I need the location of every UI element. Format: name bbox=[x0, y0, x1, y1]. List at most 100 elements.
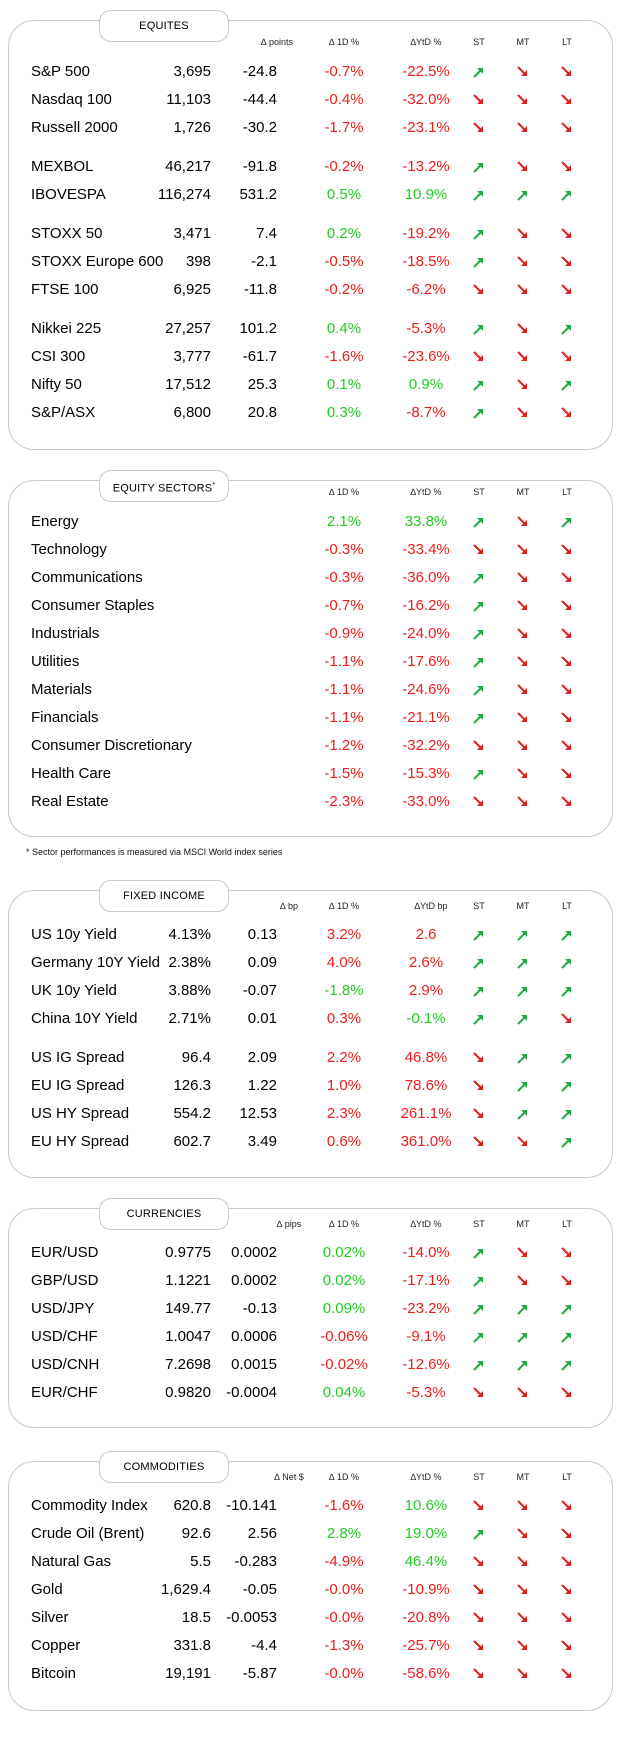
arrow-down-right-icon-mt bbox=[517, 351, 527, 361]
trend-mt bbox=[516, 1298, 530, 1323]
col-header-change: ∆ Net $ bbox=[274, 1472, 304, 1482]
trend-st bbox=[472, 1382, 486, 1407]
trend-mt bbox=[516, 952, 530, 977]
table-row: UK 10y Yield 3.88% -0.07 -1.8% 2.9% bbox=[9, 980, 612, 1002]
col-header-1d: ∆ 1D % bbox=[328, 1219, 359, 1229]
level-value: 116,274 bbox=[157, 186, 211, 203]
col-header-mt: MT bbox=[516, 487, 530, 497]
table-row: FTSE 100 6,925 -11.8 -0.2% -6.2% bbox=[9, 279, 612, 301]
arrow-down-right-icon-mt bbox=[517, 1584, 527, 1594]
arrow-up-right-icon-st bbox=[473, 68, 483, 78]
col-header-lt: LT bbox=[562, 487, 572, 497]
col-header-1d: ∆ 1D % bbox=[328, 487, 359, 497]
level-value: 19,191 bbox=[165, 1665, 211, 1682]
trend-st bbox=[472, 223, 486, 248]
ytd-change: -5.3% bbox=[406, 1384, 446, 1401]
trend-lt bbox=[560, 1270, 574, 1295]
one-day-change: 2.2% bbox=[326, 1049, 362, 1066]
arrow-down-right-icon-lt bbox=[561, 1528, 571, 1538]
one-day-change: -0.7% bbox=[324, 63, 364, 80]
ytd-change: 261.1% bbox=[400, 1105, 452, 1122]
ytd-change: -14.0% bbox=[402, 1244, 450, 1261]
trend-mt bbox=[516, 1495, 530, 1520]
level-value: 4.13% bbox=[168, 926, 211, 943]
trend-st bbox=[472, 1298, 486, 1323]
change-value: 0.0006 bbox=[231, 1328, 277, 1345]
instrument-name: IBOVESPA bbox=[31, 186, 106, 203]
arrow-down-right-icon-st bbox=[473, 1387, 483, 1397]
equity-sectors-panel: EQUITY SECTORS* ∆ 1D % ∆YtD % ST MT LT E… bbox=[8, 470, 613, 837]
trend-st bbox=[472, 1523, 486, 1548]
table-row: Consumer Staples -0.7% -16.2% bbox=[9, 595, 612, 617]
arrow-down-right-icon-mt bbox=[517, 572, 527, 582]
table-row: Technology -0.3% -33.4% bbox=[9, 539, 612, 561]
arrow-up-right-icon-st bbox=[473, 931, 483, 941]
arrow-down-right-icon-mt bbox=[517, 1136, 527, 1146]
one-day-change: 4.0% bbox=[326, 954, 362, 971]
table-row: CSI 300 3,777 -61.7 -1.6% -23.6% bbox=[9, 346, 612, 368]
arrow-up-right-icon-mt bbox=[517, 1110, 527, 1120]
ytd-change: -23.6% bbox=[402, 348, 450, 365]
table-row: Health Care -1.5% -15.3% bbox=[9, 763, 612, 785]
one-day-change: -1.8% bbox=[324, 982, 364, 999]
arrow-down-right-icon-st bbox=[473, 284, 483, 294]
instrument-name: USD/CHF bbox=[31, 1328, 98, 1345]
instrument-name: Silver bbox=[31, 1609, 69, 1626]
trend-mt bbox=[516, 679, 530, 704]
instrument-name: FTSE 100 bbox=[31, 281, 99, 298]
change-value: 2.56 bbox=[247, 1525, 277, 1542]
col-header-1d: ∆ 1D % bbox=[328, 1472, 359, 1482]
trend-lt bbox=[560, 1579, 574, 1604]
one-day-change: 0.3% bbox=[326, 404, 362, 421]
arrow-up-right-icon-st bbox=[473, 987, 483, 997]
one-day-change: -0.3% bbox=[324, 541, 364, 558]
ytd-change: -17.6% bbox=[402, 653, 450, 670]
instrument-name: MEXBOL bbox=[31, 158, 94, 175]
trend-st bbox=[472, 1270, 486, 1295]
trend-lt bbox=[560, 1551, 574, 1576]
instrument-name: Energy bbox=[31, 513, 79, 530]
col-header-mt: MT bbox=[516, 1219, 530, 1229]
instrument-name: Gold bbox=[31, 1581, 63, 1598]
one-day-change: -0.9% bbox=[324, 625, 364, 642]
trend-mt bbox=[516, 1607, 530, 1632]
ytd-change: -18.5% bbox=[402, 253, 450, 270]
col-header-mt: MT bbox=[516, 37, 530, 47]
change-value: -0.05 bbox=[242, 1581, 277, 1598]
arrow-up-right-icon-mt bbox=[517, 1015, 527, 1025]
trend-mt bbox=[516, 117, 530, 142]
trend-mt bbox=[516, 318, 530, 343]
trend-mt bbox=[516, 651, 530, 676]
col-header-lt: LT bbox=[562, 901, 572, 911]
level-value: 2.38% bbox=[168, 954, 211, 971]
one-day-change: -0.2% bbox=[324, 281, 364, 298]
level-value: 6,925 bbox=[173, 281, 211, 298]
trend-lt bbox=[560, 1298, 574, 1323]
ytd-change: -32.0% bbox=[402, 91, 450, 108]
change-value: 0.0002 bbox=[231, 1244, 277, 1261]
arrow-up-right-icon-lt bbox=[561, 987, 571, 997]
change-value: 0.13 bbox=[247, 926, 277, 943]
arrow-up-right-icon-st bbox=[473, 191, 483, 201]
col-header-ytd: ∆YtD % bbox=[410, 1472, 442, 1482]
ytd-change: 19.0% bbox=[404, 1525, 448, 1542]
instrument-name: STOXX Europe 600 bbox=[31, 253, 164, 270]
trend-st bbox=[472, 707, 486, 732]
change-value: 3.49 bbox=[247, 1133, 277, 1150]
trend-lt bbox=[560, 980, 574, 1005]
trend-mt bbox=[516, 251, 530, 276]
arrow-up-right-icon-mt bbox=[517, 1054, 527, 1064]
trend-mt bbox=[516, 539, 530, 564]
ytd-change: 78.6% bbox=[404, 1077, 448, 1094]
trend-st bbox=[472, 1663, 486, 1688]
change-value: 1.22 bbox=[247, 1077, 277, 1094]
trend-st bbox=[472, 791, 486, 816]
table-row: Real Estate -2.3% -33.0% bbox=[9, 791, 612, 813]
instrument-name: US 10y Yield bbox=[31, 926, 117, 943]
arrow-up-right-icon-st bbox=[473, 630, 483, 640]
trend-mt bbox=[516, 791, 530, 816]
table-row: Consumer Discretionary -1.2% -32.2% bbox=[9, 735, 612, 757]
trend-st bbox=[472, 402, 486, 427]
arrow-down-right-icon-mt bbox=[517, 1500, 527, 1510]
arrow-up-right-icon-st bbox=[473, 1277, 483, 1287]
